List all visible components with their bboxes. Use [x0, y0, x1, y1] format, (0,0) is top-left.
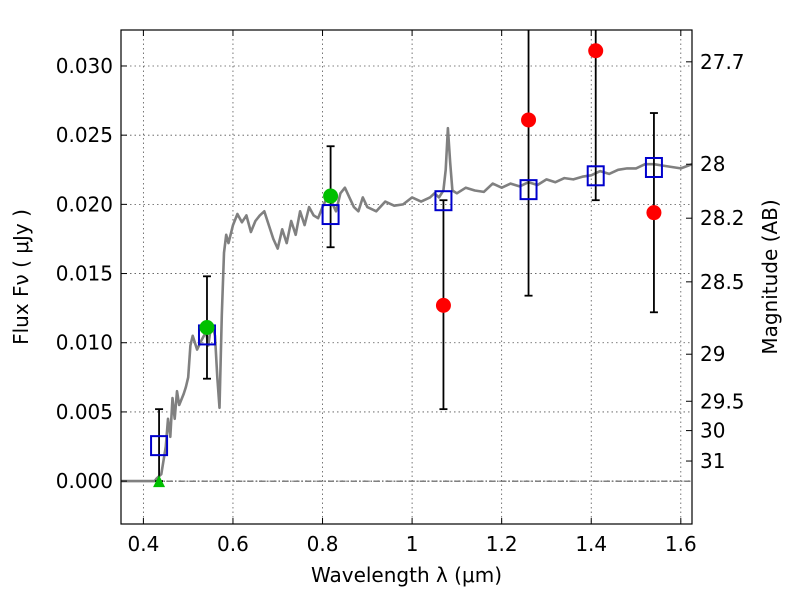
- y-tick-label: 0.015: [56, 262, 113, 286]
- x-tick-label: 1.4: [575, 532, 607, 556]
- x-tick-label: 0.4: [127, 532, 159, 556]
- right-tick-label: 28.5: [700, 270, 745, 294]
- synthetic-square-point: [586, 165, 605, 187]
- observed-circle-point: [588, 43, 604, 59]
- y-axis-label: Flux Fν ( μJy ): [9, 209, 33, 345]
- right-tick-label: 29: [700, 342, 725, 366]
- synthetic-square-point: [321, 204, 340, 226]
- right-tick-label: 30: [700, 419, 725, 443]
- observed-circle-point: [435, 297, 451, 313]
- model-spectrum-line: [121, 126, 692, 483]
- synthetic-square-point: [434, 190, 453, 212]
- right-tick-label: 31: [700, 449, 725, 473]
- y-tick-label: 0.000: [56, 469, 113, 493]
- y-tick-label: 0.010: [56, 331, 113, 355]
- synthetic-square-point: [519, 179, 538, 201]
- right-tick-label: 28.2: [700, 206, 745, 230]
- tick-labels: 0.4 0.6 0.8 1 1.2 1.4 1.6 0.000 0.005 0.010 0.015 0…: [56, 50, 745, 556]
- y-tick-label: 0.030: [56, 54, 113, 78]
- x-tick-label: 1: [406, 532, 419, 556]
- y-tick-label: 0.025: [56, 123, 113, 147]
- right-axis-label: Magnitude (AB): [758, 199, 782, 354]
- x-tick-label: 1.2: [486, 532, 518, 556]
- right-tick-label: 29.5: [700, 389, 745, 413]
- y-tick-label: 0.020: [56, 192, 113, 216]
- data-markers: [150, 43, 663, 488]
- x-axis-label: Wavelength λ (μm): [311, 563, 502, 587]
- y-tick-label: 0.005: [56, 400, 113, 424]
- axis-ticks: [121, 30, 692, 524]
- synthetic-square-point: [644, 156, 663, 178]
- right-tick-label: 28: [700, 152, 725, 176]
- upper-limit-triangle: [153, 475, 166, 488]
- right-tick-label: 27.7: [700, 50, 745, 74]
- model-spectrum: [121, 126, 692, 483]
- plot-frame: [120, 29, 693, 525]
- observed-circle-point: [199, 320, 215, 336]
- x-tick-label: 0.8: [307, 532, 339, 556]
- observed-circle-point: [646, 205, 662, 221]
- observed-circle-point: [323, 188, 339, 204]
- synthetic-square-point: [150, 435, 169, 457]
- observed-circle-point: [521, 112, 537, 128]
- x-tick-label: 0.6: [217, 532, 249, 556]
- x-tick-label: 1.6: [665, 532, 697, 556]
